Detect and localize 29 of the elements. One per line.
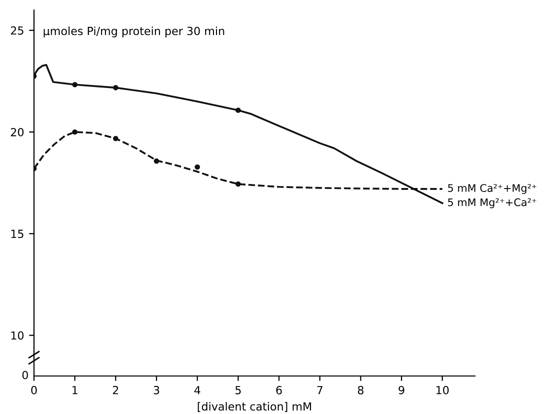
point: [113, 136, 118, 142]
x-tick-label: 8: [358, 386, 364, 394]
point: [72, 129, 78, 135]
x-tick-label: 7: [317, 386, 322, 394]
x-tick-label: 6: [276, 386, 282, 394]
point: [72, 82, 78, 88]
x-tick-label: 5: [235, 386, 241, 394]
x-tick-label: 4: [194, 386, 200, 394]
point: [236, 181, 241, 187]
point: [194, 164, 200, 170]
x-tick-label: 1: [72, 386, 78, 394]
x-tick-label: 9: [398, 386, 404, 394]
y-axis-title: μmoles Pi/mg protein per 30 min: [44, 26, 224, 38]
x-tick-label: 2: [112, 386, 118, 394]
y-tick-label: 20: [10, 128, 24, 136]
y-tick-label: 25: [10, 26, 24, 35]
x-tick-label: 3: [154, 386, 160, 394]
x-axis-title: [divalent cation] mM: [198, 402, 312, 412]
point: [154, 158, 160, 164]
y-tick-label: 10: [11, 331, 24, 340]
x-tick-label: 0: [31, 386, 37, 394]
series-label: 5 mM Mg²⁺+Ca²⁺: [448, 198, 536, 208]
line-series: [34, 64, 444, 204]
y-tick-label: 15: [11, 230, 24, 238]
text: 0: [22, 370, 28, 380]
point: [113, 85, 118, 90]
point: [236, 108, 241, 113]
series-label: 5 mM Ca²⁺+Mg²⁺: [448, 184, 536, 194]
x-tick-label: 10: [436, 386, 449, 394]
